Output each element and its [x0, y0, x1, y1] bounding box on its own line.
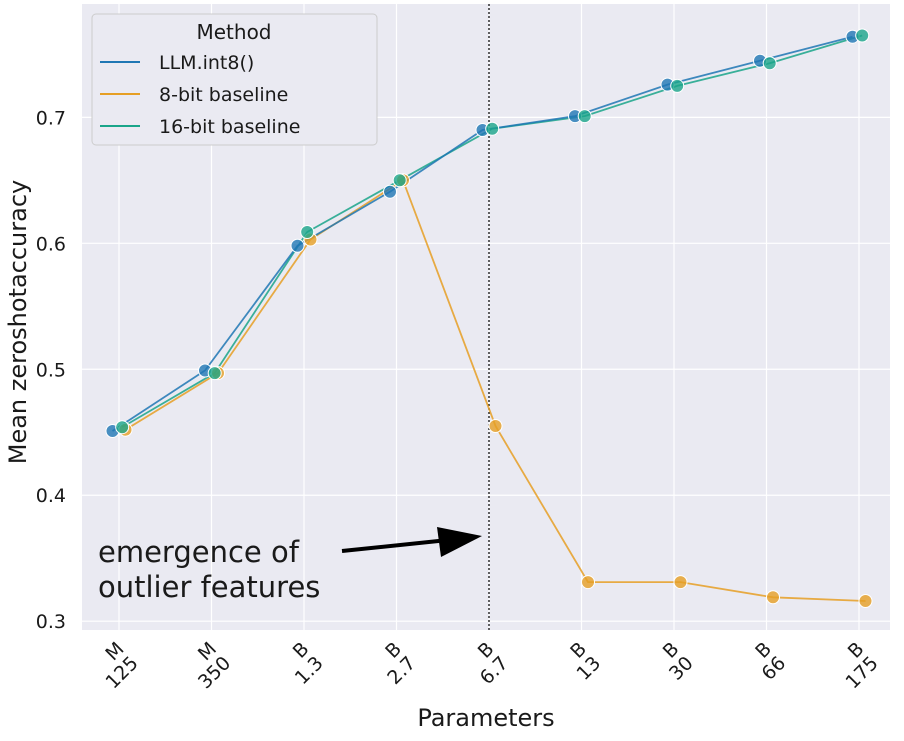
y-tick-label: 0.7 — [36, 107, 66, 129]
series-point-2 — [762, 56, 777, 71]
series-point-1 — [766, 590, 780, 605]
x-tick-label: B30 — [659, 638, 698, 685]
series-point-2 — [577, 109, 592, 124]
annotation-line-2: outlier features — [98, 570, 320, 604]
x-tick-label: B2.7 — [381, 638, 420, 689]
x-tick-label: B1.3 — [289, 638, 328, 689]
series-point-2 — [485, 121, 500, 136]
y-axis-label: Mean zeroshotaccuracy — [4, 180, 32, 465]
x-tick-label: B66 — [751, 638, 790, 685]
y-tick-labels: 0.3 0.4 0.5 0.6 0.7 — [36, 107, 66, 633]
legend-label: 16-bit baseline — [159, 116, 300, 138]
series-group — [105, 28, 873, 608]
x-axis-label: Parameters — [417, 704, 554, 732]
y-tick-label: 0.6 — [36, 233, 66, 255]
series-point-0 — [383, 184, 397, 199]
x-tick-label: B13 — [566, 638, 605, 685]
x-tick-value: 6.7 — [476, 652, 513, 689]
y-tick-label: 0.4 — [36, 485, 66, 507]
annotation-arrow-head — [437, 527, 482, 557]
x-tick-value: 1.3 — [291, 652, 328, 689]
y-tick-label: 0.5 — [36, 359, 66, 381]
annotation-arrow-shaft — [341, 538, 449, 553]
annotation: emergence of outlier features — [98, 527, 482, 604]
legend-label: 8-bit baseline — [159, 84, 288, 106]
series-point-2 — [300, 225, 315, 239]
series-point-0 — [290, 238, 305, 253]
series-point-1 — [673, 575, 688, 590]
legend-box — [91, 13, 378, 146]
series-point-2 — [855, 28, 870, 43]
x-tick-value: 175 — [841, 652, 882, 693]
series-point-2 — [392, 173, 407, 188]
series-point-2 — [670, 78, 685, 93]
legend: Method LLM.int8() 8-bit baseline 16-bit ba… — [91, 13, 378, 146]
series-point-2 — [115, 420, 130, 435]
x-tick-label: B6.7 — [474, 638, 513, 689]
legend-title: Method — [196, 20, 271, 44]
series-point-2 — [207, 366, 222, 381]
x-tick-value: 2.7 — [383, 652, 420, 689]
series-point-1 — [581, 575, 595, 590]
x-tick-value: 350 — [194, 652, 235, 693]
y-tick-label: 0.3 — [36, 611, 66, 633]
series-point-1 — [488, 419, 503, 433]
series-point-1 — [858, 594, 873, 608]
annotation-line-1: emergence of — [98, 535, 300, 569]
x-tick-value: 125 — [101, 652, 142, 693]
legend-label: LLM.int8() — [159, 52, 254, 74]
